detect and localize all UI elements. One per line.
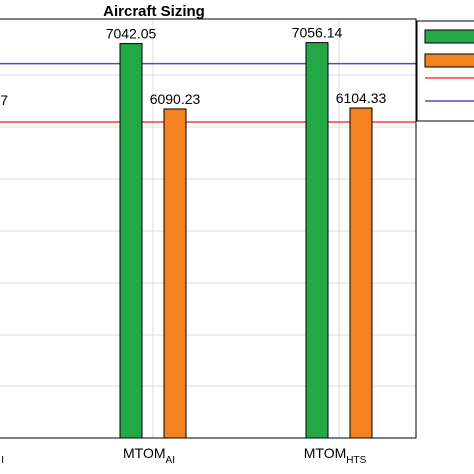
legend bbox=[416, 20, 474, 122]
data-label: 5.27 bbox=[0, 92, 8, 108]
reference-lines bbox=[0, 62, 416, 123]
x-tick-labels: I MTOMAI MTOMHTS bbox=[1, 445, 366, 466]
grid bbox=[0, 19, 416, 438]
plot-frame bbox=[0, 18, 417, 439]
data-label: 7056.14 bbox=[292, 25, 343, 41]
bar-series2-cat3 bbox=[349, 107, 373, 439]
data-labels: 7042.05 7056.14 5.27 6090.23 6104.33 bbox=[0, 25, 387, 108]
x-tick-label: I bbox=[1, 455, 4, 466]
data-label: 6104.33 bbox=[336, 90, 387, 106]
x-tick-label: MTOMHTS bbox=[304, 445, 367, 466]
bar-series1-cat2 bbox=[119, 43, 143, 439]
x-tick-label: MTOMAI bbox=[123, 445, 175, 466]
data-label: 7042.05 bbox=[106, 26, 157, 42]
chart-title: Aircraft Sizing bbox=[103, 3, 205, 20]
plot-background bbox=[0, 19, 416, 438]
data-label: 6090.23 bbox=[150, 91, 201, 107]
legend-swatch-series1 bbox=[424, 29, 474, 44]
legend-swatch-series2 bbox=[424, 53, 474, 68]
bar-series1-cat3 bbox=[305, 42, 329, 439]
bar-series2-cat2 bbox=[163, 108, 187, 439]
